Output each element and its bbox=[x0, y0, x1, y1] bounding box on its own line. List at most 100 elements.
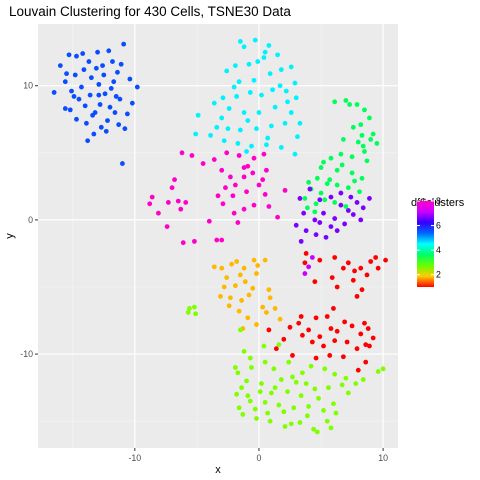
data-point bbox=[193, 311, 199, 317]
data-point bbox=[277, 83, 283, 89]
data-point bbox=[79, 84, 84, 90]
data-point bbox=[66, 52, 72, 58]
data-point bbox=[293, 222, 299, 228]
data-point bbox=[264, 167, 269, 173]
data-point bbox=[334, 167, 340, 173]
data-point bbox=[318, 190, 324, 196]
data-point bbox=[347, 102, 352, 107]
data-point bbox=[208, 132, 213, 138]
data-point bbox=[313, 232, 319, 238]
data-point bbox=[309, 255, 315, 260]
data-point bbox=[317, 197, 323, 203]
data-point bbox=[82, 103, 88, 109]
data-point bbox=[97, 102, 103, 107]
data-point bbox=[281, 409, 287, 415]
data-point bbox=[298, 238, 304, 244]
data-point bbox=[193, 131, 199, 137]
data-point bbox=[329, 275, 335, 280]
data-point bbox=[80, 51, 86, 56]
data-point bbox=[228, 174, 233, 180]
data-point bbox=[359, 175, 365, 181]
data-point bbox=[358, 122, 364, 128]
data-point bbox=[86, 59, 92, 64]
data-point bbox=[244, 378, 249, 384]
data-point bbox=[360, 205, 366, 211]
data-point bbox=[354, 293, 360, 299]
data-point bbox=[231, 84, 237, 90]
data-point bbox=[312, 279, 318, 285]
data-point bbox=[218, 293, 223, 299]
data-point bbox=[285, 99, 290, 105]
data-point bbox=[276, 342, 282, 348]
data-point bbox=[354, 102, 360, 107]
data-point bbox=[303, 381, 309, 386]
data-point bbox=[215, 193, 221, 199]
data-point bbox=[321, 408, 326, 413]
data-point bbox=[251, 202, 257, 208]
data-point bbox=[288, 110, 294, 115]
data-point bbox=[275, 214, 280, 220]
data-point bbox=[245, 393, 251, 399]
data-point bbox=[296, 320, 302, 326]
data-point bbox=[358, 217, 364, 223]
data-point bbox=[354, 346, 360, 352]
data-point bbox=[252, 37, 258, 43]
data-point bbox=[288, 64, 294, 70]
data-point bbox=[245, 315, 251, 321]
data-point bbox=[115, 69, 120, 75]
data-point bbox=[345, 208, 351, 213]
data-point bbox=[183, 200, 189, 205]
data-point bbox=[236, 308, 242, 314]
data-point bbox=[87, 92, 93, 98]
data-point bbox=[246, 61, 252, 67]
data-point bbox=[84, 120, 89, 126]
data-point bbox=[324, 418, 330, 424]
data-point bbox=[334, 328, 340, 334]
data-point bbox=[350, 212, 356, 217]
data-point bbox=[331, 401, 336, 407]
data-point bbox=[214, 124, 220, 130]
data-point bbox=[116, 122, 122, 128]
data-point bbox=[281, 336, 287, 342]
data-point bbox=[360, 377, 366, 382]
data-point bbox=[224, 275, 230, 280]
data-point bbox=[328, 224, 334, 230]
data-point bbox=[304, 205, 310, 211]
data-point bbox=[244, 189, 249, 195]
major-gridlines bbox=[38, 24, 398, 448]
data-point bbox=[359, 132, 365, 138]
data-point bbox=[235, 370, 241, 376]
data-point bbox=[328, 425, 334, 431]
data-point bbox=[282, 120, 288, 126]
data-point bbox=[107, 104, 113, 110]
data-point bbox=[360, 143, 366, 149]
data-point bbox=[57, 63, 63, 68]
data-point bbox=[312, 217, 318, 223]
data-point bbox=[237, 127, 243, 133]
data-point bbox=[251, 257, 257, 263]
data-point bbox=[235, 220, 241, 225]
data-point bbox=[317, 220, 323, 225]
data-point bbox=[189, 153, 195, 158]
data-point bbox=[333, 410, 339, 416]
data-point bbox=[265, 410, 271, 416]
data-point bbox=[278, 377, 284, 382]
data-point bbox=[262, 49, 268, 55]
data-point bbox=[370, 335, 376, 341]
data-point bbox=[211, 264, 217, 270]
data-point bbox=[225, 126, 231, 132]
data-point bbox=[95, 49, 100, 55]
data-point bbox=[149, 194, 155, 200]
data-point bbox=[261, 55, 267, 60]
data-point bbox=[261, 343, 267, 349]
data-point bbox=[340, 265, 346, 271]
y-tick-label: 0 bbox=[28, 215, 33, 225]
data-point bbox=[340, 354, 346, 360]
data-point bbox=[254, 126, 259, 132]
data-point bbox=[363, 359, 369, 365]
data-point bbox=[322, 366, 328, 372]
data-point bbox=[254, 271, 259, 276]
data-point bbox=[169, 185, 175, 191]
x-tick-label: -10 bbox=[128, 453, 141, 463]
data-point bbox=[323, 234, 329, 240]
